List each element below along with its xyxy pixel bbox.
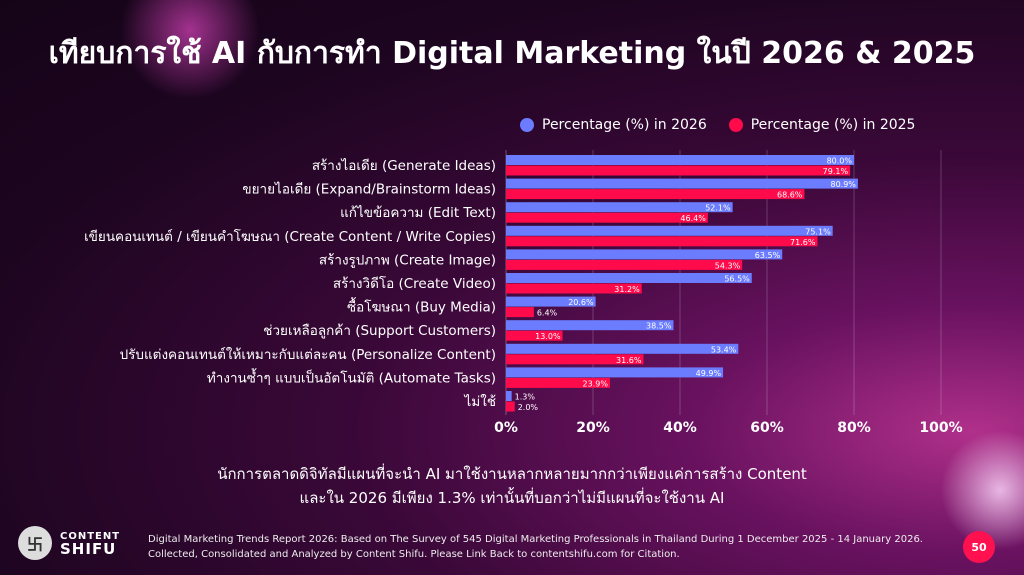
bar-2026: [506, 320, 674, 331]
data-label: 2.0%: [518, 403, 539, 412]
data-label: 71.6%: [790, 238, 816, 247]
category-label: สร้างรูปภาพ (Create Image): [319, 252, 496, 268]
category-label: ซื้อโฆษณา (Buy Media): [347, 297, 496, 316]
bar-2026: [506, 273, 752, 283]
x-tick-label: 60%: [750, 420, 784, 436]
legend-item-2026: Percentage (%) in 2026: [520, 117, 707, 133]
logo-text: CONTENT: [60, 531, 121, 542]
bar-2026: [506, 391, 512, 401]
data-label: 46.4%: [680, 214, 706, 223]
bar-2025: [506, 401, 515, 412]
category-label: สร้างไอเดีย (Generate Ideas): [312, 158, 496, 174]
data-label: 31.2%: [614, 285, 640, 294]
bar-2026: [506, 367, 724, 378]
bar-2025: [506, 307, 534, 318]
data-label: 23.9%: [583, 379, 609, 388]
x-tick-label: 40%: [663, 420, 697, 436]
content-shifu-logo: 卐 CONTENT SHIFU: [18, 526, 120, 560]
legend-swatch-2026: [520, 118, 534, 132]
category-label: ขยายไอเดีย (Expand/Brainstorm Ideas): [242, 182, 496, 198]
x-tick-label: 20%: [576, 420, 610, 436]
page-title: เทียบการใช้ AI กับการทำ Digital Marketin…: [48, 36, 976, 71]
data-label: 63.5%: [755, 251, 781, 260]
data-label: 6.4%: [537, 309, 558, 318]
bar-2025: [506, 377, 610, 388]
legend-item-2025: Percentage (%) in 2025: [728, 117, 916, 133]
source-line: Collected, Consolidated and Analyzed by …: [148, 549, 680, 560]
page-number: 50: [963, 531, 995, 563]
category-label: ไม่ใช้: [464, 393, 496, 410]
bar-2026: [506, 225, 833, 236]
data-label: 20.6%: [568, 298, 594, 307]
data-label: 68.6%: [777, 191, 803, 200]
data-label: 52.1%: [705, 204, 731, 213]
data-label: 31.6%: [616, 356, 642, 365]
data-label: 38.5%: [646, 322, 672, 331]
data-label: 80.9%: [830, 180, 856, 189]
bar-2026: [506, 178, 858, 189]
bar-2025: [506, 330, 563, 341]
bar-2025: [506, 354, 644, 365]
key-insight: นักการตลาดดิจิทัลมีแผนที่จะนำ AI มาใช้งา…: [0, 462, 1024, 510]
data-label: 1.3%: [515, 393, 536, 402]
legend-swatch-2025: [728, 118, 743, 132]
x-tick-label: 100%: [919, 420, 962, 436]
data-label: 75.1%: [805, 227, 831, 236]
bar-2025: [506, 259, 743, 270]
source-note: Digital Marketing Trends Report 2026: Ba…: [148, 532, 923, 562]
category-label: ช่วยเหลือลูกค้า (Support Customers): [263, 323, 496, 339]
bar-2025: [506, 236, 818, 247]
data-label: 53.4%: [711, 345, 737, 354]
bar-2026: [506, 343, 739, 354]
legend: Percentage (%) in 2026 Percentage (%) in…: [520, 117, 915, 133]
legend-label: Percentage (%) in 2025: [750, 117, 916, 133]
bar-2026: [506, 296, 596, 307]
logo-text: SHIFU: [60, 540, 117, 558]
bar-2025: [506, 189, 805, 200]
category-label: เขียนคอนเทนต์ / เขียนคำโฆษณา (Create Con…: [84, 228, 496, 245]
category-label: แก้ไขข้อความ (Edit Text): [340, 205, 496, 221]
bar-2025: [506, 283, 642, 294]
bar-2026: [506, 249, 783, 260]
category-label: ทำงานซ้ำๆ แบบเป็นอัตโนมัติ (Automate Tas…: [207, 367, 496, 386]
category-label: สร้างวิดีโอ (Create Video): [333, 275, 496, 292]
data-label: 54.3%: [715, 261, 741, 270]
bar-2026: [506, 155, 854, 165]
data-label: 79.1%: [823, 167, 849, 176]
data-label: 13.0%: [535, 332, 561, 341]
legend-label: Percentage (%) in 2026: [542, 117, 707, 133]
category-label: ปรับแต่งคอนเทนต์ให้เหมาะกับแต่ละคน (Pers…: [120, 346, 496, 363]
data-label: 56.5%: [724, 275, 750, 284]
bar-2025: [506, 165, 851, 176]
x-tick-label: 80%: [837, 420, 871, 436]
insight-line: และใน 2026 มีเพียง 1.3% เท่านั้นที่บอกว่…: [299, 489, 725, 507]
bar-2025: [506, 212, 708, 223]
source-line: Digital Marketing Trends Report 2026: Ba…: [148, 534, 923, 545]
logo-mark-icon: 卐: [18, 526, 52, 560]
data-label: 80.0%: [827, 157, 853, 166]
insight-line: นักการตลาดดิจิทัลมีแผนที่จะนำ AI มาใช้งา…: [217, 465, 807, 483]
bar-chart: 0% 20% 40% 60% 80% 100% สร้างไอเดีย (Generate …: [84, 155, 962, 436]
x-tick-label: 0%: [494, 420, 518, 436]
bar-2026: [506, 202, 733, 213]
data-label: 49.9%: [696, 369, 722, 378]
